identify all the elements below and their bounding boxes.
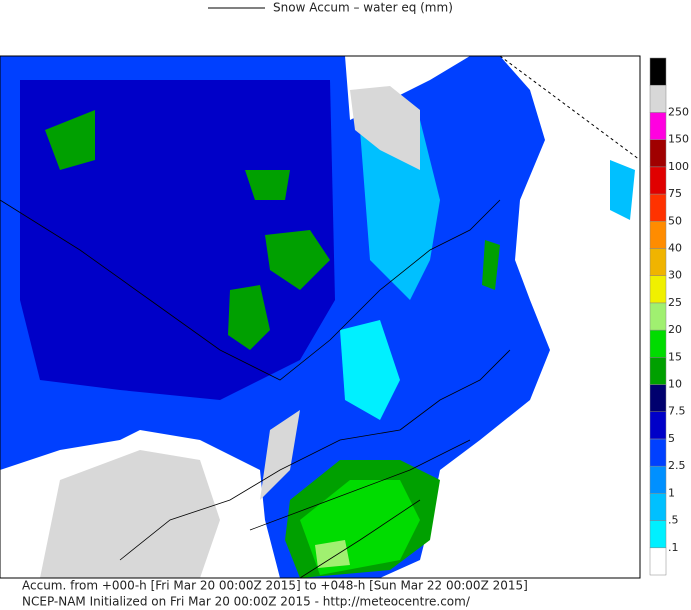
colorbar-label: 20 (668, 323, 682, 336)
colorbar-label: 150 (668, 133, 689, 146)
colorbar: .1 .5 1 2.5 5 7.5 10 15 20 25 30 40 50 75 100 150 250 (649, 57, 689, 576)
colorbar-swatch (649, 438, 667, 467)
legend-title: Snow Accum – water eq (mm) (273, 1, 453, 15)
colorbar-swatch (649, 465, 667, 494)
colorbar-swatch (649, 520, 667, 549)
map (0, 55, 641, 579)
colorbar-label: 250 (668, 105, 689, 118)
colorbar-swatch (649, 57, 667, 86)
colorbar-swatch (649, 84, 667, 113)
colorbar-swatch (649, 112, 667, 140)
colorbar-swatch (649, 193, 667, 222)
colorbar-swatch (649, 248, 667, 276)
colorbar-label: 10 (668, 378, 682, 391)
footer-line: Accum. from +000-h [Fri Mar 20 00:00Z 20… (22, 579, 528, 593)
colorbar-swatch (649, 221, 667, 249)
colorbar-label: 7.5 (668, 405, 686, 418)
colorbar-label: .5 (668, 514, 679, 527)
colorbar-swatch (649, 302, 667, 331)
colorbar-label: 15 (668, 350, 682, 363)
colorbar-swatch (649, 384, 667, 412)
colorbar-label: 5 (668, 432, 675, 445)
colorbar-swatch (649, 329, 667, 358)
colorbar-label: 30 (668, 269, 682, 282)
colorbar-label: 25 (668, 296, 682, 309)
colorbar-swatch (649, 275, 667, 304)
colorbar-label: 2.5 (668, 459, 686, 472)
colorbar-label: 75 (668, 187, 682, 200)
colorbar-swatch (649, 547, 667, 576)
colorbar-label: 50 (668, 214, 682, 227)
colorbar-swatch (649, 357, 667, 385)
colorbar-swatch (649, 166, 667, 195)
colorbar-label: 100 (668, 160, 689, 173)
colorbar-label: 1 (668, 486, 675, 499)
footer-line: NCEP-NAM Initialized on Fri Mar 20 00:00… (22, 595, 471, 609)
colorbar-swatch (649, 139, 667, 168)
colorbar-label: .1 (668, 541, 679, 554)
colorbar-swatch (649, 493, 667, 521)
colorbar-label: 40 (668, 241, 682, 254)
colorbar-swatch (649, 411, 667, 440)
